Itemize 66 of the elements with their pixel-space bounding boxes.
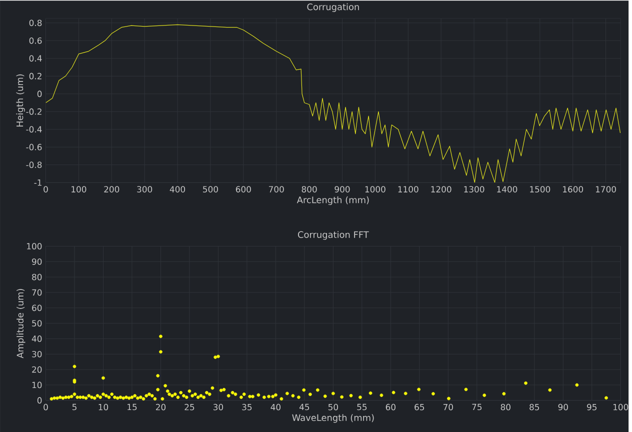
- x-tick-label: 100: [613, 404, 628, 410]
- y-tick-label: -1: [34, 179, 42, 186]
- y-tick-label: 40: [32, 335, 42, 342]
- x-tick-label: 60: [386, 404, 396, 410]
- y-tick-label: -0.8: [26, 162, 42, 168]
- x-tick-label: 900: [334, 186, 350, 192]
- x-tick-label: 100: [72, 186, 86, 192]
- y-tick-label: -0.4: [26, 126, 42, 132]
- x-tick-label: 85: [530, 404, 540, 410]
- y-tick-label: 0: [37, 90, 42, 97]
- x-tick-label: 50: [328, 404, 338, 410]
- x-tick-label: 300: [137, 186, 152, 192]
- x-tick-label: 20: [156, 404, 166, 410]
- x-tick-label: 1600: [563, 186, 584, 192]
- x-axis-title: ArcLength (mm): [296, 196, 369, 205]
- x-tick-label: 600: [236, 186, 251, 192]
- y-tick-label: -0.6: [26, 144, 42, 150]
- y-tick-label: 60: [32, 304, 42, 311]
- y-tick-label: 10: [32, 382, 42, 388]
- x-tick-label: 1400: [497, 186, 518, 192]
- x-tick-label: 1500: [530, 186, 550, 192]
- x-tick-label: 10: [98, 404, 108, 410]
- x-tick-label: 35: [242, 404, 252, 410]
- x-tick-label: 1000: [365, 186, 386, 192]
- y-tick-label: -0.2: [26, 108, 42, 115]
- x-tick-label: 75: [472, 404, 482, 410]
- y-tick-label: 100: [27, 242, 42, 250]
- x-tick-label: 40: [270, 404, 281, 410]
- x-tick-label: 500: [203, 186, 218, 192]
- x-tick-label: 1100: [398, 186, 418, 192]
- x-tick-label: 45: [299, 404, 310, 410]
- y-tick-label: 90: [32, 258, 42, 265]
- y-tick-label: 0.8: [29, 20, 42, 26]
- x-tick-label: 80: [500, 404, 510, 410]
- x-tick-label: 200: [104, 186, 120, 192]
- x-tick-label: 1200: [431, 186, 452, 192]
- y-tick-label: 70: [32, 289, 42, 296]
- x-tick-label: 800: [302, 186, 317, 192]
- x-tick-label: 55: [357, 404, 367, 410]
- x-tick-label: 400: [170, 186, 186, 192]
- y-tick-label: 0: [37, 397, 42, 404]
- x-tick-label: 700: [268, 186, 284, 192]
- y-axis-title: Heigth (um): [16, 74, 25, 126]
- x-tick-label: 0: [44, 404, 48, 410]
- x-tick-label: 65: [414, 404, 424, 410]
- y-tick-label: 0.4: [29, 55, 42, 62]
- x-tick-label: 1700: [596, 186, 616, 192]
- chart-title: Corrugation FFT: [298, 230, 369, 240]
- y-axis-title: Amplitude (um): [16, 288, 26, 358]
- x-tick-label: 1300: [464, 186, 484, 192]
- y-tick-label: 50: [32, 320, 42, 326]
- chart-title: Corrugation: [307, 3, 359, 12]
- y-tick-label: 80: [32, 274, 42, 280]
- x-tick-label: 30: [213, 404, 224, 410]
- x-tick-label: 15: [128, 404, 137, 410]
- x-tick-label: 95: [587, 404, 597, 410]
- y-tick-label: 0.6: [29, 37, 42, 44]
- y-tick-label: 20: [32, 366, 42, 373]
- x-tick-label: 70: [443, 404, 453, 410]
- x-tick-label: 90: [558, 404, 568, 410]
- y-tick-label: 30: [32, 350, 42, 358]
- x-tick-label: 25: [184, 404, 194, 410]
- x-axis-title: WaveLength (mm): [292, 414, 374, 423]
- x-tick-label: 5: [72, 404, 76, 410]
- x-tick-label: 0: [44, 186, 48, 192]
- y-tick-label: 0.2: [29, 72, 42, 80]
